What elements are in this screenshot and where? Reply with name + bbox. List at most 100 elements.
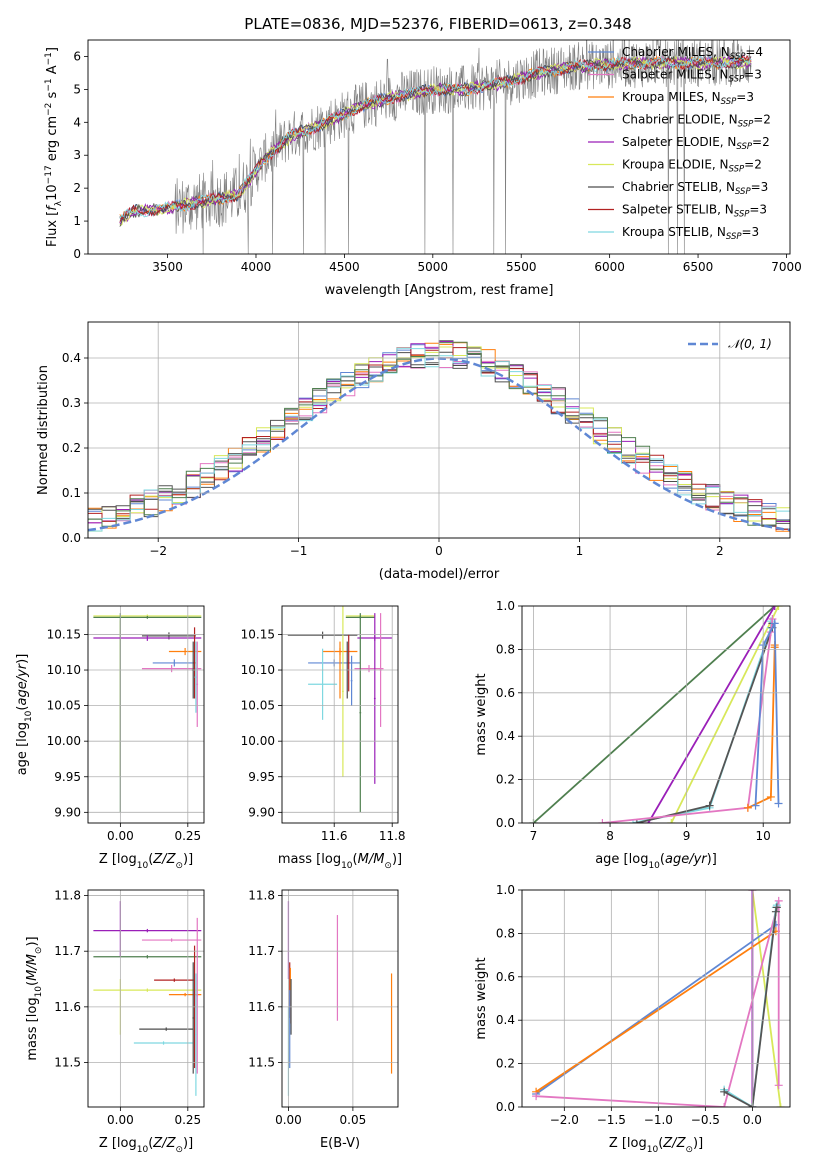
y-tick-label: 0.2 bbox=[496, 1057, 515, 1071]
x-tick-label: 0.00 bbox=[107, 1113, 134, 1127]
x-tick-label: 0.25 bbox=[174, 829, 201, 843]
y-tick-label: 0.3 bbox=[62, 396, 81, 410]
plot-area-cum_mass_vs_age bbox=[529, 606, 783, 823]
model-spectrum-line-8 bbox=[119, 54, 752, 219]
data-point-marker bbox=[774, 896, 783, 905]
x-tick-label: 6000 bbox=[594, 260, 625, 274]
data-point-marker bbox=[772, 903, 781, 912]
y-tick-label: 0.6 bbox=[496, 970, 515, 984]
x-tick-label: 7 bbox=[530, 829, 538, 843]
x-tick-label: 6500 bbox=[683, 260, 714, 274]
x-tick-label: −2 bbox=[149, 544, 167, 558]
legend-entry: Salpeter MILES, NSSP=3 bbox=[622, 68, 762, 85]
plot-area-mass_vs_Z bbox=[93, 901, 202, 1096]
cumulative-line-0 bbox=[751, 890, 782, 1107]
data-point-marker bbox=[771, 907, 780, 916]
x-axis-label: Z [log10(Z/Z⊙)] bbox=[99, 852, 193, 871]
axes-frame bbox=[521, 605, 791, 824]
data-point-marker bbox=[743, 803, 752, 812]
chart-residuals: −2 −1 0 1 2 0.0 0.1 0.2 0.3 0.4 𝒩(0, 1) (data-model… bbox=[36, 321, 791, 582]
x-tick-label: 9 bbox=[683, 829, 691, 843]
legend-entry: Chabrier STELIB, NSSP=3 bbox=[622, 180, 768, 197]
y-tick-label: 11.7 bbox=[248, 944, 275, 958]
data-point-marker bbox=[751, 801, 760, 810]
y-tick-label: 0.2 bbox=[496, 773, 515, 787]
chart-cum_mass_vs_age: 7 8 9 10 0.0 0.2 0.4 0.6 0.8 1.0 age [log10(age/yr… bbox=[474, 599, 791, 871]
x-axis-label: (data-model)/error bbox=[379, 567, 500, 582]
y-tick-label: 5 bbox=[73, 82, 81, 96]
y-tick-label: 0.4 bbox=[496, 1013, 515, 1027]
y-tick-label: 10.15 bbox=[241, 627, 275, 641]
y-tick-label: 10.10 bbox=[47, 663, 81, 677]
x-tick-label: 5500 bbox=[506, 260, 537, 274]
x-tick-label: 0.0 bbox=[743, 1113, 762, 1127]
y-axis-label: mass weight bbox=[474, 673, 489, 755]
y-axis-label: age [log10(age/yr)] bbox=[15, 654, 34, 776]
legend-entry: Chabrier MILES, NSSP=4 bbox=[622, 45, 763, 62]
y-tick-label: 11.7 bbox=[54, 944, 81, 958]
chart-mass_vs_ebv: 0.00 0.05 11.5 11.6 11.7 11.8 E(B-V) bbox=[248, 889, 399, 1151]
data-point-marker bbox=[774, 1081, 783, 1090]
y-tick-label: 1.0 bbox=[496, 883, 515, 897]
x-tick-label: 5000 bbox=[418, 260, 449, 274]
data-point-marker bbox=[774, 606, 783, 610]
y-tick-label: 10.00 bbox=[241, 734, 275, 748]
y-tick-label: 11.8 bbox=[54, 889, 81, 903]
y-tick-label: 0.0 bbox=[496, 1100, 515, 1114]
data-point-marker bbox=[776, 1103, 785, 1107]
legend-entry: Salpeter STELIB, NSSP=3 bbox=[622, 203, 767, 220]
axes-frame bbox=[281, 889, 399, 1108]
x-axis-label: Z [log10(Z/Z⊙)] bbox=[99, 1136, 193, 1155]
x-tick-label: 2 bbox=[716, 544, 724, 558]
y-tick-label: 10.00 bbox=[47, 734, 81, 748]
y-axis-label: mass weight bbox=[474, 957, 489, 1039]
y-tick-label: 11.5 bbox=[248, 1055, 275, 1069]
data-point-marker bbox=[770, 606, 779, 610]
x-tick-label: −1.5 bbox=[597, 1113, 626, 1127]
x-tick-label: 4500 bbox=[329, 260, 360, 274]
chart-age_vs_Z: 0.00 0.25 9.90 9.95 10.00 10.05 10.10 10.15 Z [l… bbox=[15, 605, 205, 871]
x-tick-label: −0.5 bbox=[691, 1113, 720, 1127]
data-point-marker bbox=[770, 619, 779, 628]
x-tick-label: 0.05 bbox=[340, 1113, 367, 1127]
x-tick-label: 11.8 bbox=[379, 829, 406, 843]
y-tick-label: 0.8 bbox=[496, 642, 515, 656]
cumulative-line-4 bbox=[636, 623, 774, 823]
x-axis-label: E(B-V) bbox=[320, 1136, 360, 1151]
data-point-marker bbox=[720, 1087, 729, 1096]
y-tick-label: 0.4 bbox=[496, 729, 515, 743]
x-axis-label: wavelength [Angstrom, rest frame] bbox=[325, 283, 554, 298]
x-axis-label: Z [log10(Z/Z⊙)] bbox=[609, 1136, 703, 1155]
cumulative-line-3 bbox=[535, 930, 777, 1093]
chart-spectrum: 3500 4000 4500 5000 5500 6000 6500 7000 0 1 2 3 4 5 6 C… bbox=[44, 39, 802, 298]
x-axis-label: age [log10(age/yr)] bbox=[595, 852, 717, 871]
cumulative-line-1 bbox=[647, 606, 776, 823]
x-tick-label: 3500 bbox=[152, 260, 183, 274]
plot-layer: 3500 4000 4500 5000 5500 6000 6500 7000 0 1 2 3 4 5 6 C… bbox=[15, 39, 802, 1155]
y-tick-label: 0.6 bbox=[496, 686, 515, 700]
x-tick-label: 0.00 bbox=[275, 1113, 302, 1127]
x-tick-label: 1 bbox=[576, 544, 584, 558]
x-tick-label: 4000 bbox=[241, 260, 272, 274]
y-tick-label: 9.90 bbox=[54, 805, 81, 819]
plot-area-age_vs_mass bbox=[287, 606, 393, 813]
y-tick-label: 2 bbox=[73, 181, 81, 195]
x-tick-label: 7000 bbox=[771, 260, 802, 274]
x-tick-label: 8 bbox=[606, 829, 614, 843]
cumulative-line-7 bbox=[754, 619, 780, 806]
y-tick-label: 10.05 bbox=[241, 699, 275, 713]
axes-frame bbox=[87, 889, 205, 1108]
y-axis-label: mass [log10(M/M⊙)] bbox=[25, 936, 44, 1060]
y-tick-label: 10.05 bbox=[47, 699, 81, 713]
chart-age_vs_mass: 11.6 11.8 9.90 9.95 10.00 10.05 10.10 10.15 mass… bbox=[241, 605, 406, 871]
data-point-marker bbox=[532, 1092, 541, 1101]
x-tick-label: 0.25 bbox=[174, 1113, 201, 1127]
data-point-marker bbox=[632, 819, 641, 823]
x-tick-label: −1 bbox=[290, 544, 308, 558]
x-tick-label: 0 bbox=[435, 544, 443, 558]
axes-frame bbox=[521, 889, 791, 1108]
y-tick-label: 0.0 bbox=[62, 531, 81, 545]
y-tick-label: 1.0 bbox=[496, 599, 515, 613]
plot-area-spectrum bbox=[119, 40, 752, 254]
x-tick-label: 11.6 bbox=[321, 829, 348, 843]
